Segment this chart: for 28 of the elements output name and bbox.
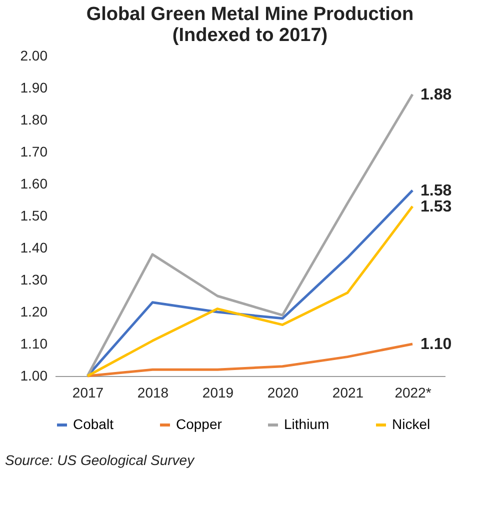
- x-tick-label: 2017: [72, 384, 104, 400]
- y-tick-label: 1.70: [20, 144, 48, 160]
- y-tick-label: 1.80: [20, 112, 48, 128]
- y-tick-label: 1.60: [20, 176, 48, 192]
- y-tick-label: 1.00: [20, 368, 48, 384]
- x-tick-label: 2021: [332, 384, 364, 400]
- y-tick-label: 1.90: [20, 80, 48, 96]
- source-note: Source: US Geological Survey: [5, 452, 196, 468]
- line-series: [86, 342, 414, 378]
- legend-label: Copper: [176, 416, 222, 432]
- data-label: 1.88: [420, 86, 452, 104]
- y-tick-label: 1.10: [20, 336, 48, 352]
- y-tick-label: 1.50: [20, 208, 48, 224]
- x-tick-label: 2020: [267, 384, 299, 400]
- chart-title: Global Green Metal Mine Production (Indexed to 2017): [86, 4, 414, 46]
- y-tick-label: 2.00: [20, 48, 48, 64]
- x-tick-label: 2018: [137, 384, 169, 400]
- legend-label: Nickel: [392, 416, 430, 432]
- data-label: 1.53: [420, 198, 452, 216]
- data-label: 1.10: [420, 336, 452, 353]
- y-tick-label: 1.20: [20, 304, 48, 320]
- data-label: 1.58: [420, 182, 452, 200]
- x-tick-label: 2022*: [394, 384, 432, 400]
- y-tick-label: 1.40: [20, 240, 48, 256]
- y-tick-label: 1.30: [20, 272, 48, 288]
- legend-label: Lithium: [284, 416, 330, 432]
- legend-label: Cobalt: [73, 416, 114, 432]
- x-tick-label: 2019: [202, 384, 234, 400]
